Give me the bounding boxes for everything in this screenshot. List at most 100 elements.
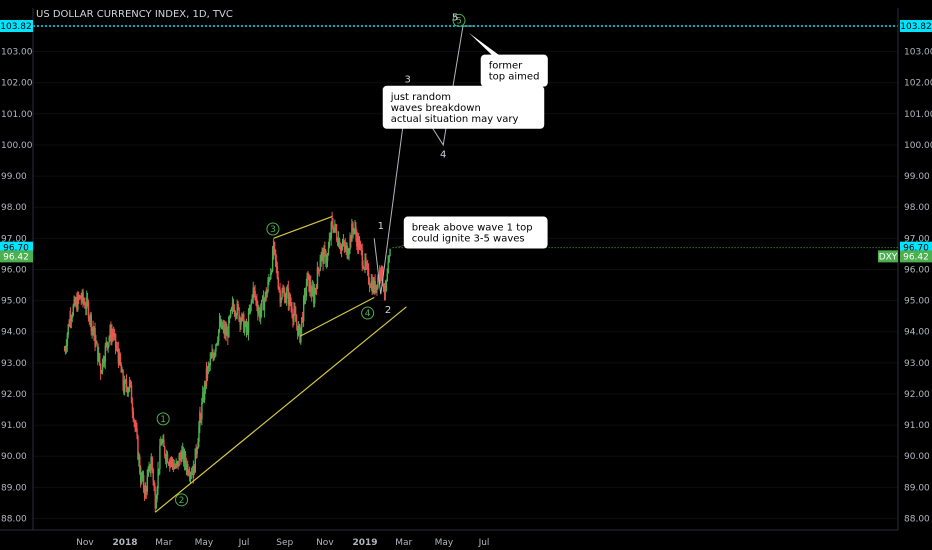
candle-body	[182, 449, 184, 452]
x-tick-label: Jul	[238, 538, 250, 548]
chart-title: US DOLLAR CURRENCY INDEX, 1D, TVC	[36, 9, 233, 20]
candle-body	[293, 308, 295, 317]
candle-body	[165, 455, 167, 461]
candle-body	[337, 239, 339, 246]
candle-body	[290, 304, 292, 308]
candle-body	[141, 473, 143, 480]
y-tick-right: 95.00	[904, 297, 930, 307]
candle-body	[232, 304, 235, 311]
candle-body	[117, 348, 120, 358]
candle-body	[151, 457, 154, 470]
candle-body	[373, 281, 375, 293]
candle-body	[165, 453, 168, 461]
candle-body	[217, 340, 219, 344]
x-tick-label: Nov	[76, 538, 94, 548]
candle-body	[82, 292, 84, 302]
candle-body	[154, 486, 156, 495]
candle-body	[105, 341, 107, 346]
wave-number-label: 1	[378, 221, 384, 232]
candle-body	[199, 412, 201, 417]
candle-body	[359, 243, 362, 246]
y-tick-right: 90.00	[904, 452, 930, 462]
candle-body	[206, 367, 209, 379]
y-tick-right: 93.00	[904, 359, 930, 369]
candle-body	[237, 303, 239, 308]
candle-body	[326, 254, 329, 262]
candle-body	[120, 364, 122, 373]
candle-body	[368, 282, 371, 286]
candle-body	[271, 249, 274, 272]
candle-body	[304, 292, 307, 297]
candle-body	[314, 288, 317, 291]
candle-body	[199, 412, 201, 427]
candle-body	[70, 318, 73, 321]
x-tick-label: Mar	[395, 538, 412, 548]
candle-body	[320, 253, 322, 261]
candle-body	[283, 291, 285, 293]
candle-body	[201, 402, 203, 420]
candle-body	[99, 353, 101, 364]
candle-body	[252, 287, 255, 299]
candle-body	[224, 328, 227, 334]
candle-body	[267, 281, 269, 292]
candle-body	[150, 457, 153, 465]
candle-body	[65, 345, 68, 349]
candle-body	[234, 311, 237, 316]
candle-body	[149, 464, 151, 471]
y-tick-right: 100.00	[904, 141, 932, 151]
candle-body	[239, 317, 241, 325]
candle-body	[136, 428, 138, 437]
candle-body	[74, 298, 76, 305]
candle-body	[140, 473, 142, 483]
candle-body	[202, 392, 204, 403]
x-tick-label: Sep	[276, 538, 293, 548]
candle-body	[263, 299, 266, 311]
candle-body	[114, 333, 117, 347]
y-tick-right: 98.00	[904, 203, 930, 213]
candle-body	[280, 298, 282, 303]
candle-body	[269, 278, 271, 280]
trendline-support	[154, 306, 407, 513]
candle-body	[380, 276, 382, 278]
candle-body	[135, 427, 137, 429]
wave-number-label: 5	[452, 12, 458, 23]
candle-body	[94, 328, 96, 346]
candle-body	[129, 380, 131, 388]
candle-body	[96, 341, 98, 344]
candle-body	[340, 245, 343, 250]
y-tick-left: 90.00	[1, 452, 27, 462]
candle-body	[268, 279, 270, 282]
candle-body	[163, 439, 165, 447]
callout-text: break above wave 1 top	[412, 223, 533, 234]
candle-body	[186, 464, 188, 471]
candle-body	[312, 287, 314, 296]
candle-body	[321, 251, 323, 254]
candle-body	[299, 325, 301, 343]
candle-body	[256, 299, 258, 308]
candle-body	[167, 462, 170, 464]
candle-body	[328, 238, 331, 248]
candle-body	[110, 328, 112, 341]
candle-body	[353, 229, 355, 232]
candle-body	[100, 368, 102, 374]
candle-body	[158, 468, 160, 470]
candle-body	[261, 296, 264, 301]
candle-body	[322, 251, 324, 264]
candle-body	[273, 242, 276, 250]
candle-body	[145, 488, 148, 492]
candle-body	[314, 290, 316, 304]
trendline-channel-bottom	[299, 296, 375, 337]
candle-body	[380, 270, 382, 277]
candle-body	[274, 249, 277, 261]
candle-body	[138, 456, 140, 460]
candle-body	[289, 294, 291, 305]
candle-body	[103, 361, 106, 365]
candle-body	[188, 473, 190, 475]
candle-body	[144, 486, 147, 489]
candle-body	[208, 365, 211, 367]
candle-body	[326, 261, 328, 264]
wave-circle	[156, 412, 170, 426]
x-tick-label: Nov	[316, 538, 334, 548]
